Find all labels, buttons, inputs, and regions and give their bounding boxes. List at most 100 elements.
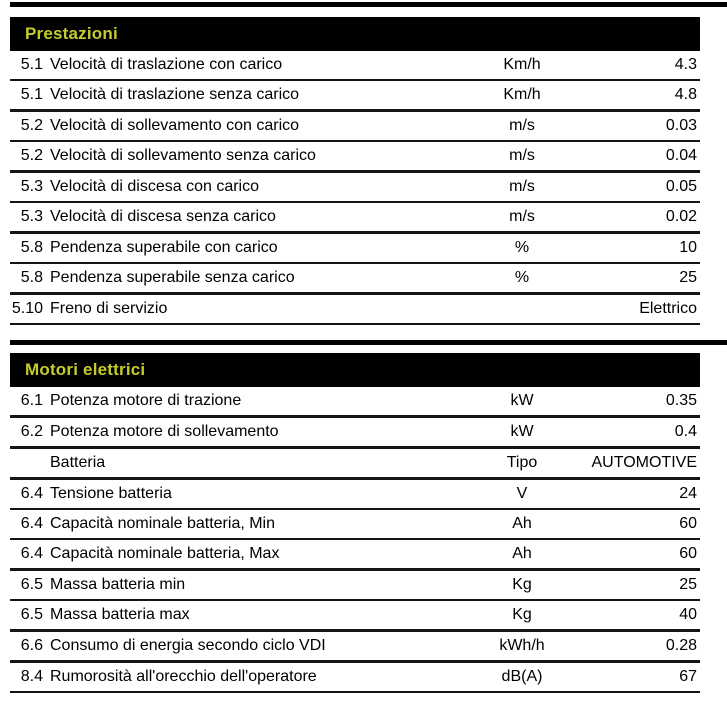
row-unit: dB(A) bbox=[501, 668, 543, 685]
row-number: 6.5 bbox=[20, 576, 43, 593]
table-row: 6.4 Capacità nominale batteria, Min Ah 6… bbox=[10, 510, 700, 540]
row-label: Velocità di traslazione con carico bbox=[50, 56, 283, 73]
row-label: Capacità nominale batteria, Min bbox=[50, 515, 276, 532]
row-value: 25 bbox=[679, 576, 697, 593]
row-label: Batteria bbox=[50, 454, 106, 471]
row-label: Potenza motore di trazione bbox=[50, 392, 242, 409]
row-label: Velocità di traslazione senza carico bbox=[50, 86, 300, 103]
row-value: AUTOMOTIVE bbox=[591, 454, 698, 471]
table-row: 5.3 Velocità di discesa senza carico m/s… bbox=[10, 203, 700, 234]
row-label: Potenza motore di sollevamento bbox=[50, 423, 279, 440]
row-label: Velocità di discesa con carico bbox=[50, 178, 259, 195]
section-top-rule bbox=[10, 2, 727, 7]
row-number: 6.4 bbox=[20, 545, 43, 562]
spec-section-1: Prestazioni 5.1 Velocità di traslazione … bbox=[0, 2, 727, 325]
row-value: 67 bbox=[679, 668, 697, 685]
row-unit: % bbox=[514, 239, 530, 256]
row-value: 0.04 bbox=[665, 147, 697, 164]
row-number: 5.2 bbox=[20, 147, 43, 164]
row-unit: Km/h bbox=[503, 86, 541, 103]
row-value: 0.35 bbox=[665, 392, 697, 409]
row-unit: V bbox=[516, 485, 528, 502]
row-unit: Ah bbox=[512, 515, 532, 532]
table-row: 5.3 Velocità di discesa con carico m/s 0… bbox=[10, 173, 700, 203]
row-number: 5.10 bbox=[11, 300, 43, 317]
row-label: Freno di servizio bbox=[50, 300, 168, 317]
row-value: 0.4 bbox=[674, 423, 697, 440]
table-row: 5.2 Velocità di sollevamento con carico … bbox=[10, 112, 700, 142]
section-top-rule bbox=[10, 340, 727, 345]
table-row: 6.5 Massa batteria min Kg 25 bbox=[10, 571, 700, 601]
row-number: 6.1 bbox=[20, 392, 43, 409]
section-header-bar: Motori elettrici bbox=[10, 353, 700, 387]
row-value: 0.02 bbox=[665, 208, 697, 225]
table-row: 5.1 Velocità di traslazione senza carico… bbox=[10, 81, 700, 112]
row-unit: Tipo bbox=[506, 454, 538, 471]
row-number bbox=[10, 449, 43, 477]
row-value: 10 bbox=[679, 239, 697, 256]
section-rows: 6.1 Potenza motore di trazione kW 0.35 6… bbox=[0, 387, 727, 693]
row-unit: Ah bbox=[512, 545, 532, 562]
row-value: 25 bbox=[679, 269, 697, 286]
row-number: 6.5 bbox=[20, 606, 43, 623]
table-row: 6.5 Massa batteria max Kg 40 bbox=[10, 601, 700, 632]
row-unit: kW bbox=[510, 392, 534, 409]
row-label: Capacità nominale batteria, Max bbox=[50, 545, 280, 562]
row-number: 5.3 bbox=[20, 178, 43, 195]
row-value: 0.03 bbox=[665, 117, 697, 134]
row-label: Massa batteria min bbox=[50, 576, 186, 593]
spec-section-2: Motori elettrici 6.1 Potenza motore di t… bbox=[0, 340, 727, 693]
table-row: 8.4 Rumorosità all'orecchio dell'operato… bbox=[10, 663, 700, 693]
table-row: 6.2 Potenza motore di sollevamento kW 0.… bbox=[10, 418, 700, 449]
row-unit: m/s bbox=[509, 178, 535, 195]
table-row: 5.8 Pendenza superabile con carico % 10 bbox=[10, 234, 700, 264]
row-number: 6.4 bbox=[20, 485, 43, 502]
row-unit: kW bbox=[510, 423, 534, 440]
table-row: 6.4 Tensione batteria V 24 bbox=[10, 480, 700, 510]
row-unit: m/s bbox=[509, 208, 535, 225]
row-value: 0.05 bbox=[665, 178, 697, 195]
table-row: 5.2 Velocità di sollevamento senza caric… bbox=[10, 142, 700, 173]
table-row: Batteria Tipo AUTOMOTIVE bbox=[10, 449, 700, 480]
row-number: 8.4 bbox=[20, 668, 43, 685]
datasheet-page: Prestazioni 5.1 Velocità di traslazione … bbox=[0, 2, 727, 693]
row-unit: m/s bbox=[509, 117, 535, 134]
row-value: 4.3 bbox=[674, 56, 697, 73]
row-number: 5.2 bbox=[20, 117, 43, 134]
row-number: 5.1 bbox=[20, 56, 43, 73]
row-number: 5.1 bbox=[20, 86, 43, 103]
row-unit: Kg bbox=[512, 576, 532, 593]
row-unit: kWh/h bbox=[499, 637, 545, 654]
section-rows: 5.1 Velocità di traslazione con carico K… bbox=[0, 51, 727, 325]
row-unit: % bbox=[514, 269, 530, 286]
row-value: 60 bbox=[679, 515, 697, 532]
row-label: Velocità di sollevamento con carico bbox=[50, 117, 300, 134]
row-number: 6.4 bbox=[20, 515, 43, 532]
row-value: 60 bbox=[679, 545, 697, 562]
row-value: Elettrico bbox=[639, 300, 697, 317]
table-row: 6.1 Potenza motore di trazione kW 0.35 bbox=[10, 387, 700, 418]
section-title: Motori elettrici bbox=[25, 360, 146, 379]
row-label: Velocità di sollevamento senza carico bbox=[50, 147, 316, 164]
table-row: 5.1 Velocità di traslazione con carico K… bbox=[10, 51, 700, 81]
row-label: Velocità di discesa senza carico bbox=[50, 208, 276, 225]
section-header-bar: Prestazioni bbox=[10, 17, 700, 51]
row-label: Rumorosità all'orecchio dell'operatore bbox=[50, 668, 317, 685]
row-number: 5.8 bbox=[20, 239, 43, 256]
row-number: 6.6 bbox=[20, 637, 43, 654]
row-unit bbox=[442, 295, 602, 323]
row-value: 40 bbox=[679, 606, 697, 623]
row-value: 0.28 bbox=[665, 637, 697, 654]
row-number: 5.3 bbox=[20, 208, 43, 225]
row-unit: m/s bbox=[509, 147, 535, 164]
row-label: Consumo di energia secondo ciclo VDI bbox=[50, 637, 326, 654]
row-value: 24 bbox=[679, 485, 697, 502]
row-unit: Km/h bbox=[503, 56, 541, 73]
row-number: 6.2 bbox=[20, 423, 43, 440]
row-label: Tensione batteria bbox=[50, 485, 172, 502]
table-row: 6.6 Consumo di energia secondo ciclo VDI… bbox=[10, 632, 700, 663]
row-label: Massa batteria max bbox=[50, 606, 190, 623]
section-title: Prestazioni bbox=[25, 24, 118, 43]
row-label: Pendenza superabile senza carico bbox=[50, 269, 295, 286]
table-row: 5.10 Freno di servizio Elettrico bbox=[10, 295, 700, 325]
